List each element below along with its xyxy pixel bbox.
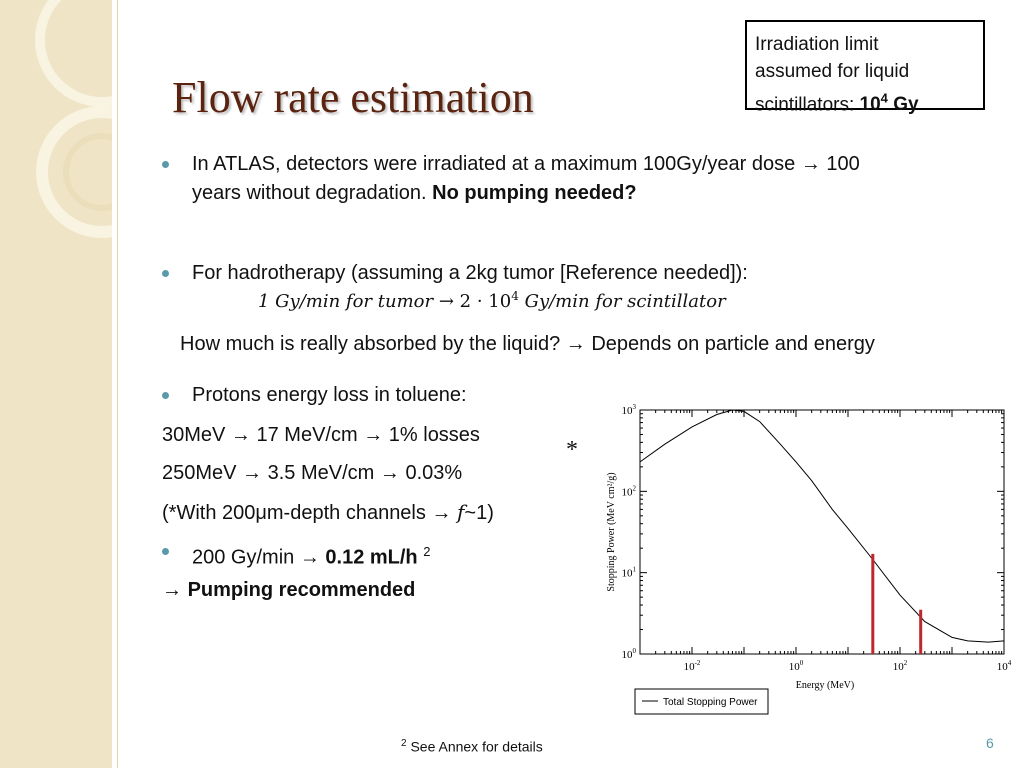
conclusion: → Pumping recommended	[162, 579, 416, 601]
bullet-hadrotherapy: For hadrotherapy (assuming a 2kg tumor […	[162, 259, 992, 288]
decorative-sidebar	[0, 0, 112, 768]
x-tick-label: 102	[893, 659, 908, 673]
bullet-protons: Protons energy loss in toluene:	[162, 381, 582, 410]
footnote: 2 See Annex for details	[401, 738, 543, 755]
callout-limit-base: 10	[859, 94, 881, 116]
callout-line-2: assumed for liquid	[755, 61, 910, 82]
irradiation-limit-callout: Irradiation limit assumed for liquid sci…	[745, 20, 985, 115]
arrow-icon: →	[438, 291, 454, 312]
bullet-dot	[162, 548, 169, 555]
y-tick-label: 100	[622, 647, 637, 661]
slide-title: Flow rate estimation	[172, 73, 534, 122]
bullet-flow: 200 Gy/min → 0.12 mL/h 2	[162, 537, 582, 573]
absorption-question: How much is really absorbed by the liqui…	[180, 333, 875, 355]
callout-limit-exp: 4	[880, 91, 888, 106]
stopping-power-curve	[639, 409, 1005, 643]
x-tick-label: 100	[789, 659, 804, 673]
bullet-atlas: In ATLAS, detectors were irradiated at a…	[162, 150, 992, 208]
y-tick-label: 101	[622, 566, 637, 580]
bullet-dot	[162, 161, 169, 168]
x-tick-label: 10-2	[684, 659, 701, 673]
bullet-dot	[162, 270, 169, 277]
y-tick-label: 102	[622, 484, 637, 498]
arrow-icon: →	[565, 333, 586, 355]
line-250mev: 250MeV → 3.5 MeV/cm → 0.03%	[162, 462, 463, 484]
y-tick-label: 103	[622, 403, 637, 417]
x-axis-label: Energy (MeV)	[796, 680, 854, 691]
channel-depth-note: (*With 200μm-depth channels → f~1)	[162, 500, 494, 524]
stopping-power-chart: 10-2 100 102 104 100 101 102 103 Energy (MeV) S…	[606, 403, 1012, 715]
page-number: 6	[986, 735, 994, 751]
sidebar-rings	[35, 0, 112, 238]
dose-formula: 1 Gy/min for tumor → 2 · 104 Gy/min for …	[258, 289, 726, 312]
callout-line-1: Irradiation limit	[755, 34, 879, 55]
callout-line-3: scintillators: 104 Gy	[755, 91, 919, 116]
line-30mev: 30MeV → 17 MeV/cm → 1% losses	[162, 424, 480, 446]
arrow-icon: →	[800, 153, 821, 175]
flow-rate-value: 0.12 mL/h	[325, 546, 418, 569]
asterisk-marker: *	[566, 437, 578, 463]
no-pumping-question: No pumping needed?	[432, 182, 637, 204]
plot-frame	[639, 409, 1005, 655]
sidebar-edge	[117, 0, 118, 768]
callout-limit-unit: Gy	[893, 94, 919, 116]
y-axis-label: Stopping Power (MeV cm²/g)	[606, 472, 617, 591]
x-tick-label: 104	[997, 659, 1012, 673]
legend-entry: Total Stopping Power	[663, 697, 758, 708]
bullet-dot	[162, 392, 169, 399]
legend: Total Stopping Power	[634, 688, 769, 715]
